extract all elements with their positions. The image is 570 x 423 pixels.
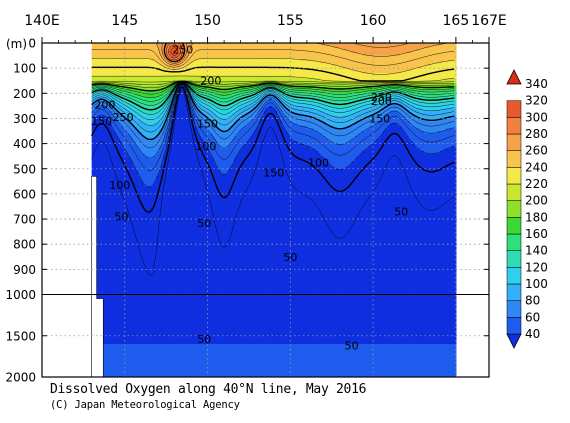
dissolved-oxygen-section-chart: 250200250200200150 250 150 1501001501001005… xyxy=(0,0,570,423)
